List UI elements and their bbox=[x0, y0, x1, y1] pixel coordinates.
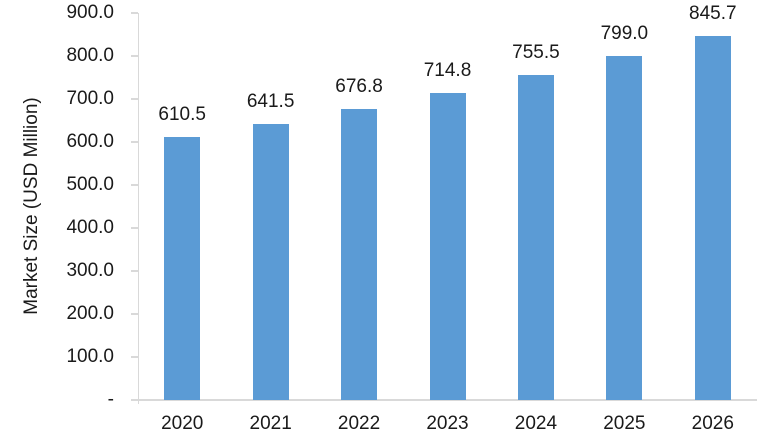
x-tick-label: 2024 bbox=[514, 413, 558, 434]
x-tick-label: 2026 bbox=[691, 413, 734, 434]
y-tick-label: 300.0 bbox=[66, 260, 114, 281]
y-tick-mark bbox=[131, 55, 138, 57]
bar bbox=[694, 36, 731, 400]
bar-value-label: 845.7 bbox=[689, 3, 737, 25]
x-tick-label: 2020 bbox=[161, 413, 204, 434]
bar bbox=[341, 108, 378, 400]
y-tick-label: 900.0 bbox=[66, 2, 114, 23]
bar-value-label: 676.8 bbox=[335, 75, 383, 97]
bar bbox=[252, 124, 289, 400]
bar-value-label: 641.5 bbox=[246, 91, 295, 113]
y-tick-mark bbox=[131, 313, 138, 315]
x-tick-label: 2023 bbox=[426, 413, 469, 434]
y-tick-label: 700.0 bbox=[66, 88, 114, 109]
y-tick-label: 600.0 bbox=[66, 131, 114, 152]
bar bbox=[606, 56, 643, 400]
y-tick-label: 500.0 bbox=[66, 174, 114, 195]
y-tick-mark bbox=[131, 12, 138, 14]
bar bbox=[429, 92, 466, 400]
y-tick-mark bbox=[131, 270, 138, 272]
x-tick-label: 2025 bbox=[603, 413, 646, 434]
y-tick-label: 800.0 bbox=[66, 45, 114, 66]
y-tick-label: - bbox=[107, 389, 114, 410]
y-tick-mark bbox=[131, 141, 138, 143]
bar-value-label: 799.0 bbox=[600, 23, 649, 45]
y-tick-mark bbox=[131, 227, 138, 229]
y-tick-mark bbox=[131, 356, 138, 358]
bar-value-label: 714.8 bbox=[423, 59, 472, 81]
bar bbox=[517, 75, 554, 400]
y-tick-mark bbox=[131, 399, 138, 401]
y-axis-title: Market Size (USD Million) bbox=[21, 97, 42, 315]
y-tick-label: 400.0 bbox=[66, 217, 114, 238]
bar-value-label: 610.5 bbox=[158, 104, 206, 126]
bar bbox=[164, 137, 201, 400]
x-tick-label: 2021 bbox=[249, 413, 292, 434]
bar-value-label: 755.5 bbox=[512, 42, 560, 64]
y-tick-mark bbox=[131, 98, 138, 100]
y-tick-label: 200.0 bbox=[66, 303, 114, 324]
y-tick-label: 100.0 bbox=[66, 346, 114, 367]
x-axis-line bbox=[138, 399, 757, 401]
y-tick-mark bbox=[131, 184, 138, 186]
x-tick-label: 2022 bbox=[337, 413, 381, 434]
y-axis-line bbox=[138, 13, 139, 404]
